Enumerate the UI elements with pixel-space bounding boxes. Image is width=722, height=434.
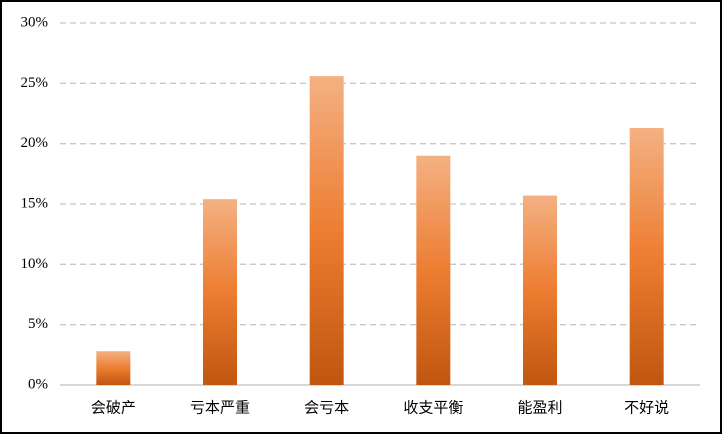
x-tick-label: 能盈利	[517, 399, 562, 416]
x-tick-label: 会亏本	[304, 399, 349, 416]
bar	[203, 199, 237, 385]
y-tick-label: 30%	[21, 14, 49, 30]
bar	[523, 195, 557, 385]
y-tick-label: 15%	[21, 195, 49, 211]
y-tick-label: 10%	[21, 256, 49, 272]
bar	[416, 155, 451, 385]
y-tick-label: 5%	[28, 316, 48, 332]
y-tick-label: 25%	[21, 75, 49, 91]
bar	[96, 351, 131, 385]
x-tick-label: 不好说	[624, 399, 669, 416]
bar	[309, 76, 344, 386]
y-tick-label: 0%	[28, 376, 48, 392]
x-tick-label: 亏本严重	[190, 399, 250, 416]
y-tick-label: 20%	[21, 135, 49, 151]
x-tick-label: 会破产	[91, 399, 136, 416]
x-tick-label: 收支平衡	[403, 399, 463, 416]
bar	[629, 127, 664, 385]
